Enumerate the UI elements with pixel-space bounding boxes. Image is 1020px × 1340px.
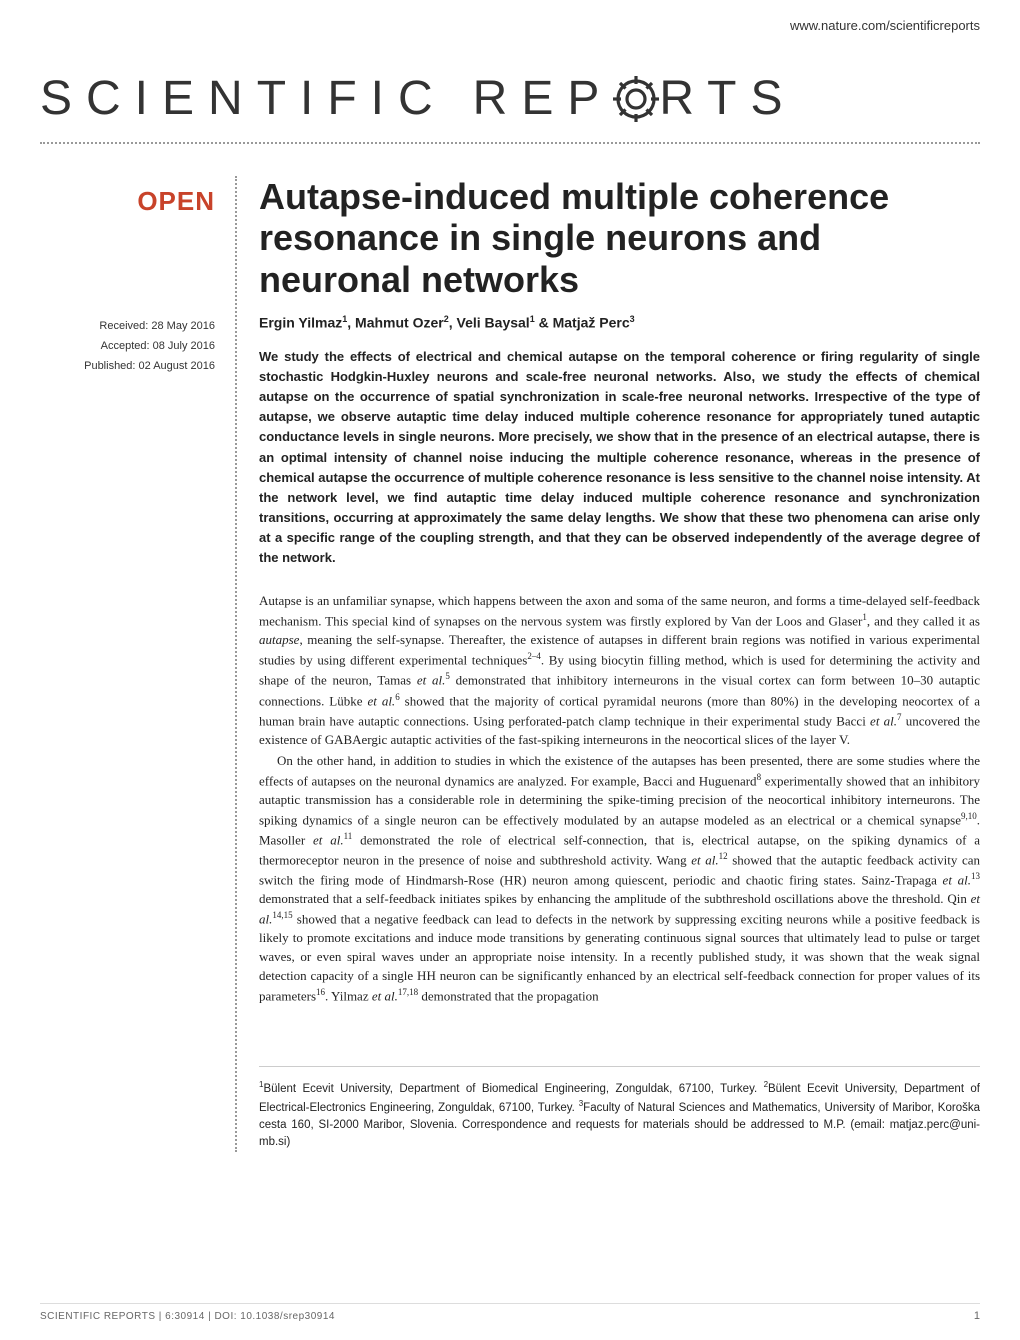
open-access-badge: OPEN bbox=[40, 186, 215, 217]
left-column: OPEN Received: 28 May 2016 Accepted: 08 … bbox=[40, 176, 215, 1152]
footer-page-number: 1 bbox=[974, 1310, 980, 1322]
publication-dates: Received: 28 May 2016 Accepted: 08 July … bbox=[40, 317, 215, 376]
journal-logo: SCIENTIFIC REP bbox=[40, 71, 980, 126]
right-column: Autapse-induced multiple coherence reson… bbox=[235, 176, 980, 1152]
header-url: www.nature.com/scientificreports bbox=[0, 0, 1020, 41]
page-root: www.nature.com/scientificreports SCIENTI… bbox=[0, 0, 1020, 1340]
page-footer: SCIENTIFIC REPORTS | 6:30914 | DOI: 10.1… bbox=[40, 1303, 980, 1322]
journal-logo-section: SCIENTIFIC REP bbox=[0, 41, 1020, 176]
author-affiliations: 1Bülent Ecevit University, Department of… bbox=[259, 1066, 980, 1152]
dotted-rule bbox=[40, 142, 980, 144]
date-accepted: Accepted: 08 July 2016 bbox=[40, 337, 215, 357]
logo-text-left: SCIENTIFIC bbox=[40, 71, 447, 126]
footer-citation: SCIENTIFIC REPORTS | 6:30914 | DOI: 10.1… bbox=[40, 1311, 335, 1322]
body-paragraph-2: On the other hand, in addition to studie… bbox=[259, 752, 980, 1006]
content-columns: OPEN Received: 28 May 2016 Accepted: 08 … bbox=[0, 176, 1020, 1152]
date-published: Published: 02 August 2016 bbox=[40, 357, 215, 377]
article-abstract: We study the effects of electrical and c… bbox=[259, 347, 980, 569]
body-paragraph-1: Autapse is an unfamiliar synapse, which … bbox=[259, 592, 980, 749]
gear-icon bbox=[611, 74, 661, 124]
article-title: Autapse-induced multiple coherence reson… bbox=[259, 176, 980, 300]
date-received: Received: 28 May 2016 bbox=[40, 317, 215, 337]
article-body: Autapse is an unfamiliar synapse, which … bbox=[259, 592, 980, 1006]
logo-text-mid: REP bbox=[473, 71, 614, 126]
article-authors: Ergin Yilmaz1, Mahmut Ozer2, Veli Baysal… bbox=[259, 314, 980, 331]
logo-text-right: RTS bbox=[659, 71, 796, 126]
